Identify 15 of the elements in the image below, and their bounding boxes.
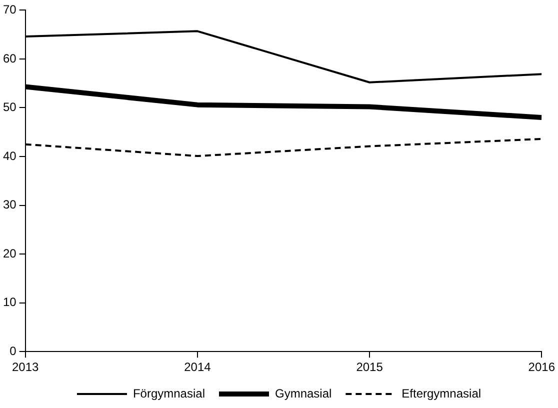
y-tick-label: 70 [2,2,17,17]
legend-label: Gymnasial [274,386,332,400]
legend-label: Förgymnasial [132,386,205,400]
y-tick-label: 20 [2,246,17,260]
x-tick-label: 2016 [528,360,556,374]
y-tick-label: 50 [2,100,17,114]
x-tick-label: 2013 [12,360,40,374]
y-tick-label: 40 [2,148,17,163]
y-tick-label: 60 [2,51,17,66]
y-tick-label: 30 [2,198,17,212]
y-tick-label: 0 [10,344,17,358]
legend-label: Eftergymnasial [402,386,482,400]
y-tick-label: 10 [2,295,17,310]
x-tick-label: 2015 [356,360,384,374]
x-tick-label: 2014 [184,360,212,374]
